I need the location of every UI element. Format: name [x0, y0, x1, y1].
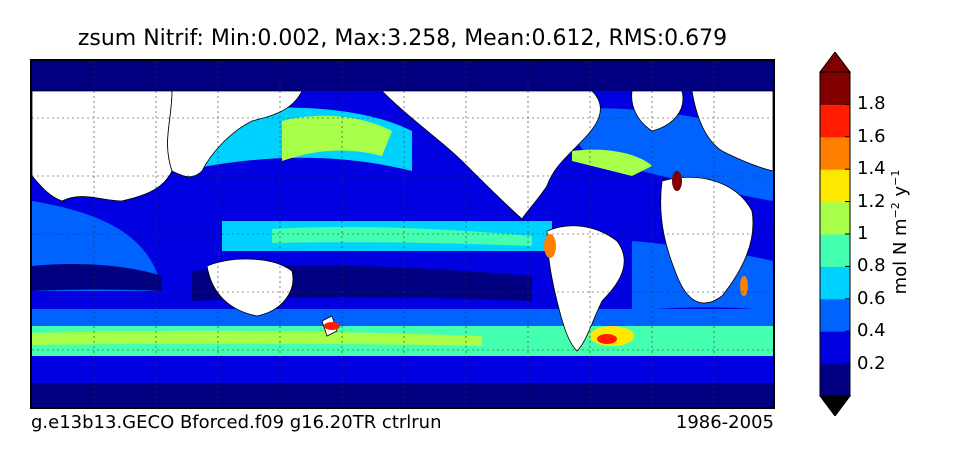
colorbar-tick-label: 1.4 — [857, 158, 886, 180]
australia-land — [206, 258, 294, 317]
colorbar-tick-label: 0.8 — [857, 255, 886, 277]
benguela-hotspot — [740, 276, 748, 296]
map-title: zsum Nitrif: Min:0.002, Max:3.258, Mean:… — [77, 26, 728, 51]
run-name: g.e13b13.GECO Bforced.f09 g16.20TR ctrlr… — [31, 412, 442, 433]
colorbar-swatch — [820, 104, 850, 138]
colorbar-swatch — [820, 201, 850, 235]
colorbar-tick-label: 0.6 — [857, 287, 886, 309]
europe-land — [691, 90, 773, 172]
colorbar-tick-label: 1.2 — [857, 190, 886, 212]
colorbar-swatch — [820, 331, 850, 365]
southern-ocean-core — [32, 330, 482, 346]
indian-ocean-gyre — [32, 264, 162, 291]
year-range: 1986-2005 — [675, 412, 774, 433]
north-america-land — [381, 90, 601, 220]
asia-land — [32, 90, 173, 202]
east-asia-land — [167, 90, 303, 178]
colorbar-tick-label: 1.8 — [857, 93, 886, 115]
colorbar-label: mol N m−2 y−1 — [889, 169, 911, 295]
colorbar-tick-label: 1 — [857, 223, 869, 244]
gulf-stream-hotspot — [672, 171, 682, 191]
greenland-land — [631, 90, 684, 132]
new-zealand-hotspot — [324, 322, 340, 330]
antarctic-coast — [32, 383, 773, 407]
colorbar-swatch — [820, 72, 850, 105]
colorbar-swatch — [820, 266, 850, 300]
colorbar-swatch — [820, 136, 850, 170]
south-america-land — [546, 225, 625, 352]
colorbar-swatch — [820, 363, 850, 397]
africa-land — [660, 176, 754, 304]
arctic-band — [32, 61, 773, 91]
colorbar-tick-label: 0.2 — [857, 352, 886, 374]
colorbar-tick-label: 1.6 — [857, 125, 886, 147]
colorbar-extend-min — [819, 395, 851, 416]
colorbar-swatch — [820, 234, 850, 267]
map-plot-area — [30, 59, 775, 409]
colorbar-tick-label: 0.4 — [857, 320, 886, 342]
argentine-shelf-core — [597, 334, 617, 344]
north-pacific-core — [282, 115, 392, 161]
colorbar — [819, 52, 851, 416]
peru-upwelling-hotspot — [544, 234, 556, 258]
north-atlantic-core — [572, 149, 652, 176]
ocean-nitrification-map — [32, 61, 773, 407]
graticule — [32, 61, 773, 407]
colorbar-swatch — [820, 169, 850, 203]
antarctic-band — [32, 356, 773, 386]
equatorial-core — [272, 226, 532, 246]
colorbar-swatch — [820, 298, 850, 332]
colorbar-extend-max — [819, 52, 851, 73]
